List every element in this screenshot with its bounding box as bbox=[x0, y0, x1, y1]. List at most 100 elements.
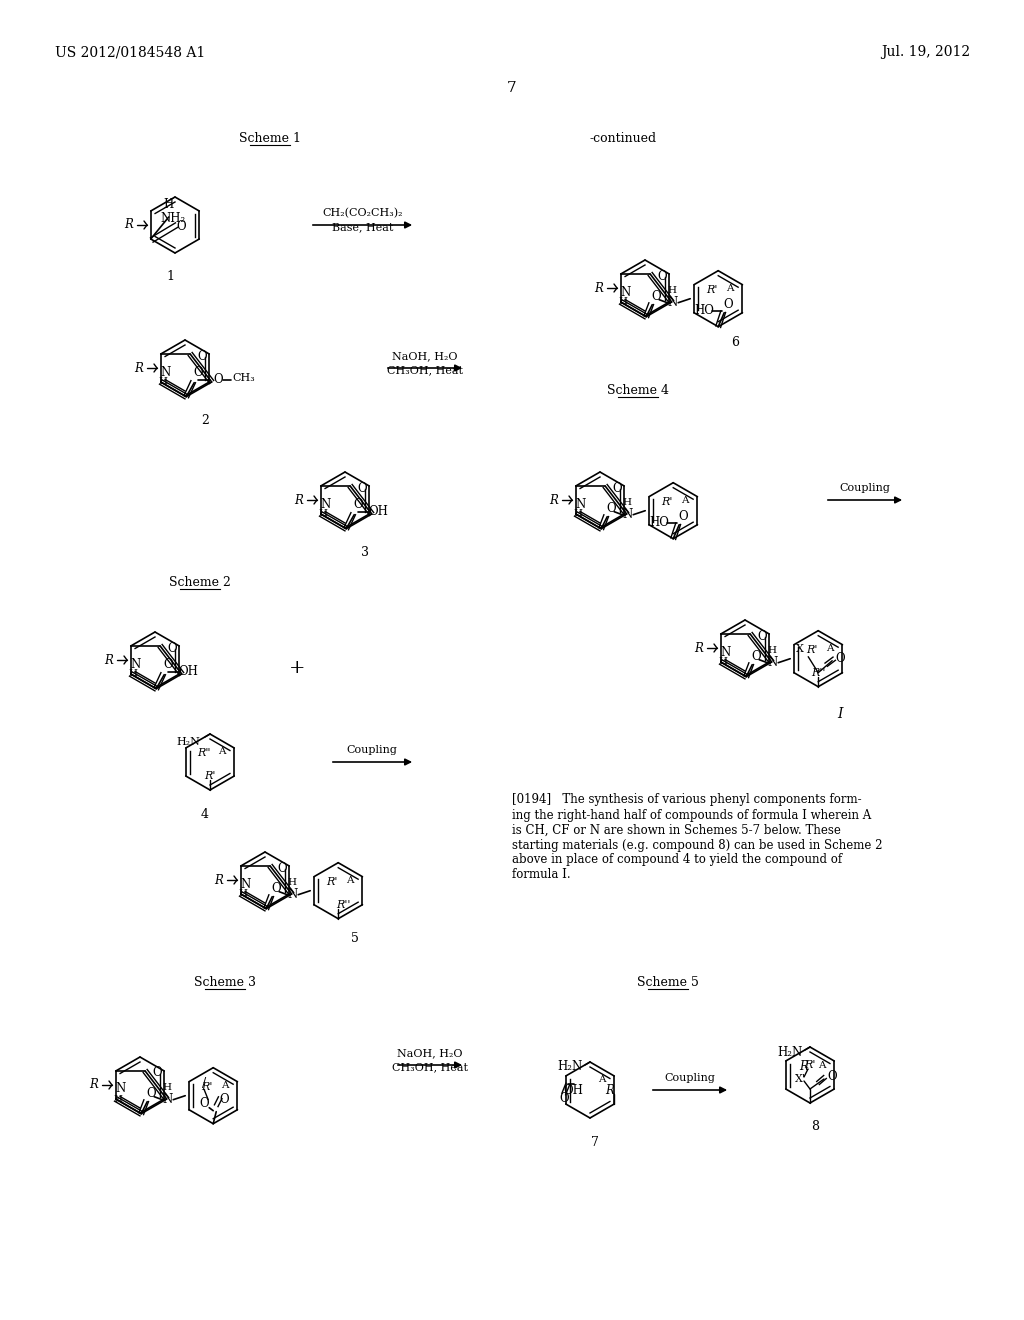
Text: O: O bbox=[213, 374, 223, 387]
Text: 7: 7 bbox=[591, 1135, 599, 1148]
Text: O: O bbox=[357, 482, 367, 495]
Text: A: A bbox=[726, 284, 734, 293]
Text: R: R bbox=[215, 874, 223, 887]
Text: H: H bbox=[159, 378, 167, 387]
Text: A: A bbox=[598, 1076, 606, 1085]
Text: R: R bbox=[89, 1078, 98, 1092]
Text: A: A bbox=[346, 876, 354, 886]
Text: 1: 1 bbox=[166, 271, 174, 284]
Text: O: O bbox=[612, 482, 622, 495]
Text: H: H bbox=[718, 657, 727, 667]
Text: R": R" bbox=[197, 748, 211, 758]
Text: A: A bbox=[681, 496, 689, 506]
Text: Scheme 5: Scheme 5 bbox=[637, 975, 699, 989]
Text: R: R bbox=[595, 281, 603, 294]
Text: R': R' bbox=[205, 771, 216, 781]
Text: N: N bbox=[162, 1093, 172, 1106]
Text: A: A bbox=[221, 1081, 229, 1090]
Text: NH₂: NH₂ bbox=[160, 213, 185, 226]
Text: R: R bbox=[550, 494, 558, 507]
Text: H: H bbox=[318, 510, 328, 519]
Text: O: O bbox=[758, 630, 767, 643]
Text: CH₃OH, Heat: CH₃OH, Heat bbox=[392, 1063, 468, 1072]
Text: N: N bbox=[621, 285, 631, 298]
Text: O: O bbox=[271, 882, 281, 895]
Text: CH₂(CO₂CH₃)₂: CH₂(CO₂CH₃)₂ bbox=[323, 207, 402, 218]
Text: O: O bbox=[353, 498, 364, 511]
Text: OH: OH bbox=[178, 665, 199, 678]
Text: R: R bbox=[694, 642, 703, 655]
Text: 5: 5 bbox=[351, 932, 359, 945]
Text: 4: 4 bbox=[201, 808, 209, 821]
Text: O: O bbox=[827, 1071, 837, 1084]
Text: O: O bbox=[606, 502, 616, 515]
Text: H: H bbox=[239, 890, 247, 899]
Text: O: O bbox=[200, 1097, 209, 1110]
Text: N: N bbox=[161, 366, 171, 379]
Text: R': R' bbox=[806, 644, 817, 655]
Text: H: H bbox=[128, 669, 137, 678]
Text: O: O bbox=[164, 659, 173, 671]
Text: N: N bbox=[575, 498, 586, 511]
Text: R: R bbox=[800, 1060, 808, 1072]
Text: R: R bbox=[295, 494, 303, 507]
Text: O: O bbox=[194, 366, 203, 379]
Text: above in place of compound 4 to yield the compound of: above in place of compound 4 to yield th… bbox=[512, 854, 842, 866]
Text: R': R' bbox=[662, 496, 673, 507]
Text: H: H bbox=[164, 198, 174, 211]
Text: N: N bbox=[116, 1082, 126, 1096]
Text: X': X' bbox=[795, 1074, 806, 1084]
Text: HO: HO bbox=[694, 304, 714, 317]
Text: O: O bbox=[219, 1093, 229, 1106]
Text: R: R bbox=[125, 219, 133, 231]
Text: A: A bbox=[818, 1060, 825, 1069]
Text: R: R bbox=[104, 653, 114, 667]
Text: 6: 6 bbox=[731, 337, 739, 350]
Text: R': R' bbox=[804, 1060, 816, 1071]
Text: R': R' bbox=[327, 876, 338, 887]
Text: US 2012/0184548 A1: US 2012/0184548 A1 bbox=[55, 45, 205, 59]
Text: N: N bbox=[287, 888, 297, 902]
Text: Coupling: Coupling bbox=[346, 744, 397, 755]
Text: A: A bbox=[218, 747, 225, 756]
Text: HO: HO bbox=[649, 516, 669, 529]
Text: H: H bbox=[288, 878, 297, 887]
Text: O: O bbox=[198, 350, 207, 363]
Text: +: + bbox=[289, 659, 305, 677]
Text: H₂N: H₂N bbox=[176, 737, 200, 747]
Text: 8: 8 bbox=[811, 1121, 819, 1134]
Text: H: H bbox=[668, 286, 677, 296]
Text: starting materials (e.g. compound 8) can be used in Scheme 2: starting materials (e.g. compound 8) can… bbox=[512, 838, 883, 851]
Text: NaOH, H₂O: NaOH, H₂O bbox=[397, 1048, 463, 1059]
Text: 2: 2 bbox=[201, 413, 209, 426]
Text: H₂N: H₂N bbox=[557, 1060, 583, 1073]
Text: N: N bbox=[131, 657, 141, 671]
Text: formula I.: formula I. bbox=[512, 869, 570, 882]
Text: Coupling: Coupling bbox=[665, 1073, 716, 1082]
Text: Scheme 2: Scheme 2 bbox=[169, 576, 231, 589]
Text: NaOH, H₂O: NaOH, H₂O bbox=[392, 351, 458, 360]
Text: O: O bbox=[723, 298, 733, 312]
Text: O: O bbox=[176, 220, 185, 234]
Text: N: N bbox=[667, 296, 677, 309]
Text: R'': R'' bbox=[336, 900, 350, 909]
Text: N: N bbox=[321, 498, 331, 511]
Text: N: N bbox=[623, 508, 633, 521]
Text: A: A bbox=[826, 644, 834, 653]
Text: H: H bbox=[573, 510, 583, 519]
Text: N: N bbox=[241, 878, 251, 891]
Text: 3: 3 bbox=[361, 545, 369, 558]
Text: O: O bbox=[836, 652, 845, 665]
Text: ing the right-hand half of compounds of formula I wherein A: ing the right-hand half of compounds of … bbox=[512, 808, 871, 821]
Text: O: O bbox=[559, 1092, 568, 1105]
Text: CH₃: CH₃ bbox=[232, 372, 256, 383]
Text: O: O bbox=[167, 642, 177, 655]
Text: H: H bbox=[114, 1094, 122, 1104]
Text: Jul. 19, 2012: Jul. 19, 2012 bbox=[881, 45, 970, 59]
Text: O: O bbox=[657, 269, 667, 282]
Text: O: O bbox=[153, 1067, 162, 1080]
Text: O: O bbox=[651, 290, 662, 304]
Text: H: H bbox=[618, 297, 628, 306]
Text: is CH, CF or N are shown in Schemes 5-7 below. These: is CH, CF or N are shown in Schemes 5-7 … bbox=[512, 824, 841, 837]
Text: H: H bbox=[163, 1084, 172, 1092]
